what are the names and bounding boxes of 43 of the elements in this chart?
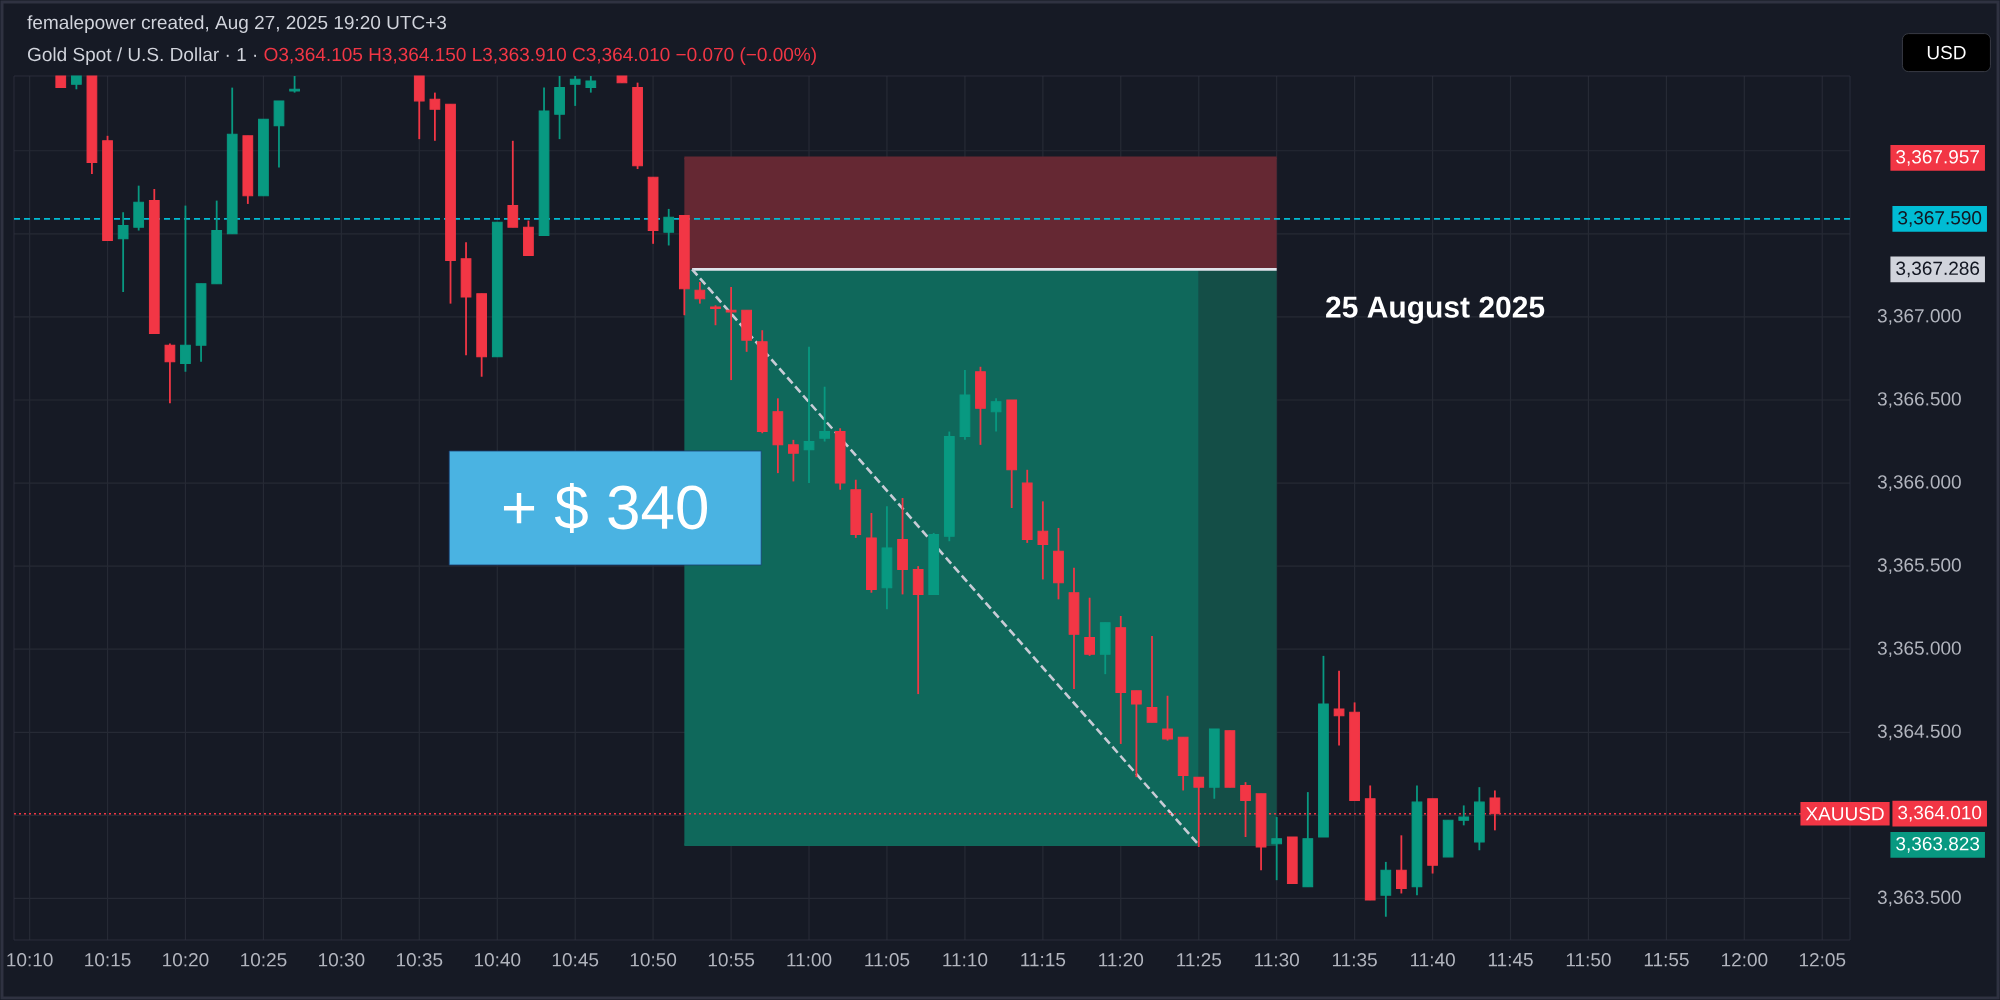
ref-line-label: 3,364.010 [1898,805,1982,822]
x-tick-label: 11:15 [1021,953,1066,967]
x-tick-label: 10:35 [396,953,443,967]
text: 3,363.823 [1896,836,1980,853]
x-tick-label: 12:00 [1722,953,1768,967]
x-tick-label: 10:30 [319,953,365,967]
x-tick-label: 11:40 [1410,953,1455,967]
x-tick-label: 10:50 [630,953,677,967]
x-tick-label: 10:25 [241,953,287,967]
y-tick-label: 3,366.500 [1877,392,1961,408]
annotation: + $ 340 [503,482,708,534]
text: USD [1927,45,1966,60]
x-tick-label: 11:30 [1255,953,1299,967]
x-tick-label: 10:40 [474,953,521,967]
x-tick-label: 11:10 [943,953,988,967]
annotation: XAUUSD [1805,807,1884,821]
x-tick-label: 10:20 [163,953,209,967]
x-tick-label: 11:55 [1644,953,1689,967]
text: 3,367.286 [1896,261,1980,278]
x-tick-label: 11:25 [1177,953,1222,967]
text: femalepower created, Aug 27, 2025 19:20 UTC+3 [27,15,447,33]
chart-subtitle: O3,364.105 H3,364.150 L3,363.910 C3,364.010 −0.070 (−0.00%) [264,47,816,65]
x-tick-label: 11:20 [1099,953,1144,967]
x-tick-label: 10:45 [552,953,599,967]
x-tick-label: 11:35 [1332,953,1377,967]
annotation: 25 August 2025 [1326,296,1545,324]
x-tick-label: 11:50 [1566,953,1611,967]
y-tick-label: 3,365.000 [1877,641,1961,658]
y-tick-label: 3,367.000 [1877,309,1961,325]
x-tick-label: 10:55 [708,953,755,967]
x-tick-label: 10:15 [85,953,131,967]
x-tick-label: 11:45 [1488,953,1533,967]
chart-title: Gold Spot / U.S. Dollar · 1 · [28,47,257,65]
ref-line-label: 3,367.590 [1898,211,1982,227]
x-tick-label: 11:05 [865,953,910,967]
x-tick-label: 10:10 [7,953,53,967]
y-tick-label: 3,364.500 [1877,724,1961,741]
text: 3,367.957 [1896,150,1980,166]
y-tick-label: 3,366.000 [1877,475,1961,491]
y-tick-label: 3,363.500 [1877,890,1961,907]
x-tick-label: 11:00 [787,953,832,967]
x-tick-label: 12:05 [1799,953,1846,967]
y-tick-label: 3,365.500 [1877,558,1961,575]
